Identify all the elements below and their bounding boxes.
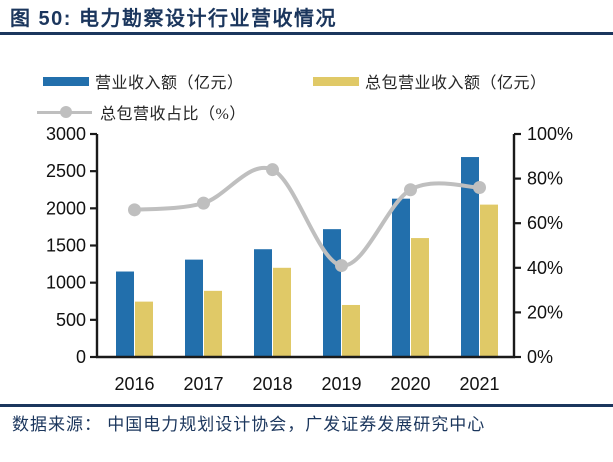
right-axis-label: 40% — [527, 258, 563, 278]
right-axis-label: 0% — [527, 347, 553, 367]
x-axis-label: 2016 — [114, 374, 154, 394]
left-axis-label: 2000 — [46, 198, 86, 218]
bar-revenue-2021 — [461, 157, 479, 357]
bar-epc-revenue-2018 — [273, 267, 291, 357]
left-axis-label: 1000 — [46, 273, 86, 293]
right-axis-label: 100% — [527, 124, 573, 144]
epc-ratio-line — [132, 165, 482, 268]
footer-divider — [0, 404, 613, 407]
right-axis-label: 60% — [527, 213, 563, 233]
epc-ratio-marker-2019 — [335, 259, 348, 273]
left-axis-label: 0 — [76, 347, 86, 367]
legend-label-revenue: 营业收入额（亿元） — [95, 75, 244, 92]
right-axis-label: 20% — [527, 302, 563, 322]
bar-revenue-2017 — [185, 259, 203, 357]
bar-epc-revenue-2016 — [135, 301, 153, 357]
epc-ratio-marker-2017 — [197, 196, 210, 210]
left-axis-label: 500 — [56, 310, 86, 330]
title-divider — [0, 32, 613, 35]
legend-label-epc-ratio: 总包营收占比（%） — [100, 106, 246, 123]
bar-epc-revenue-2019 — [342, 304, 360, 357]
legend-item-epc-ratio: 总包营收占比（%） — [37, 104, 246, 123]
left-axis-label: 1500 — [46, 236, 86, 256]
bar-revenue-2016 — [116, 271, 134, 357]
left-axis-label: 3000 — [46, 124, 86, 144]
bar-revenue-2018 — [254, 249, 272, 357]
epc-ratio-marker-2021 — [473, 181, 486, 195]
epc-ratio-marker-2016 — [128, 203, 141, 217]
x-axis-label: 2018 — [252, 374, 292, 394]
figure-title: 图 50: 电力勘察设计行业营收情况 — [10, 8, 338, 30]
epc-ratio-marker-2020 — [404, 183, 417, 197]
marker-dot-icon — [60, 106, 72, 118]
epc-revenue-bar-swatch-icon — [313, 76, 359, 86]
epc-ratio-marker-2018 — [266, 163, 279, 177]
legend-item-epc-revenue: 总包营业收入额（亿元） — [313, 73, 547, 92]
legend-label-epc-revenue: 总包营业收入额（亿元） — [365, 75, 547, 92]
bar-epc-revenue-2020 — [411, 238, 429, 357]
left-axis-label: 2500 — [46, 161, 86, 181]
bar-epc-revenue-2021 — [480, 204, 498, 357]
bar-epc-revenue-2017 — [204, 290, 222, 357]
bar-revenue-2019 — [323, 229, 341, 357]
x-axis-label: 2021 — [459, 374, 499, 394]
bar-revenue-2020 — [392, 198, 410, 357]
x-axis-label: 2020 — [390, 374, 430, 394]
revenue-bar-swatch-icon — [43, 76, 89, 86]
right-axis-label: 80% — [527, 169, 563, 189]
legend-item-revenue: 营业收入额（亿元） — [43, 73, 244, 92]
data-source: 数据来源： 中国电力规划设计协会，广发证券发展研究中心 — [12, 415, 486, 434]
epc-ratio-line-swatch-icon — [37, 106, 92, 119]
x-axis-label: 2017 — [183, 374, 223, 394]
x-axis-label: 2019 — [321, 374, 361, 394]
